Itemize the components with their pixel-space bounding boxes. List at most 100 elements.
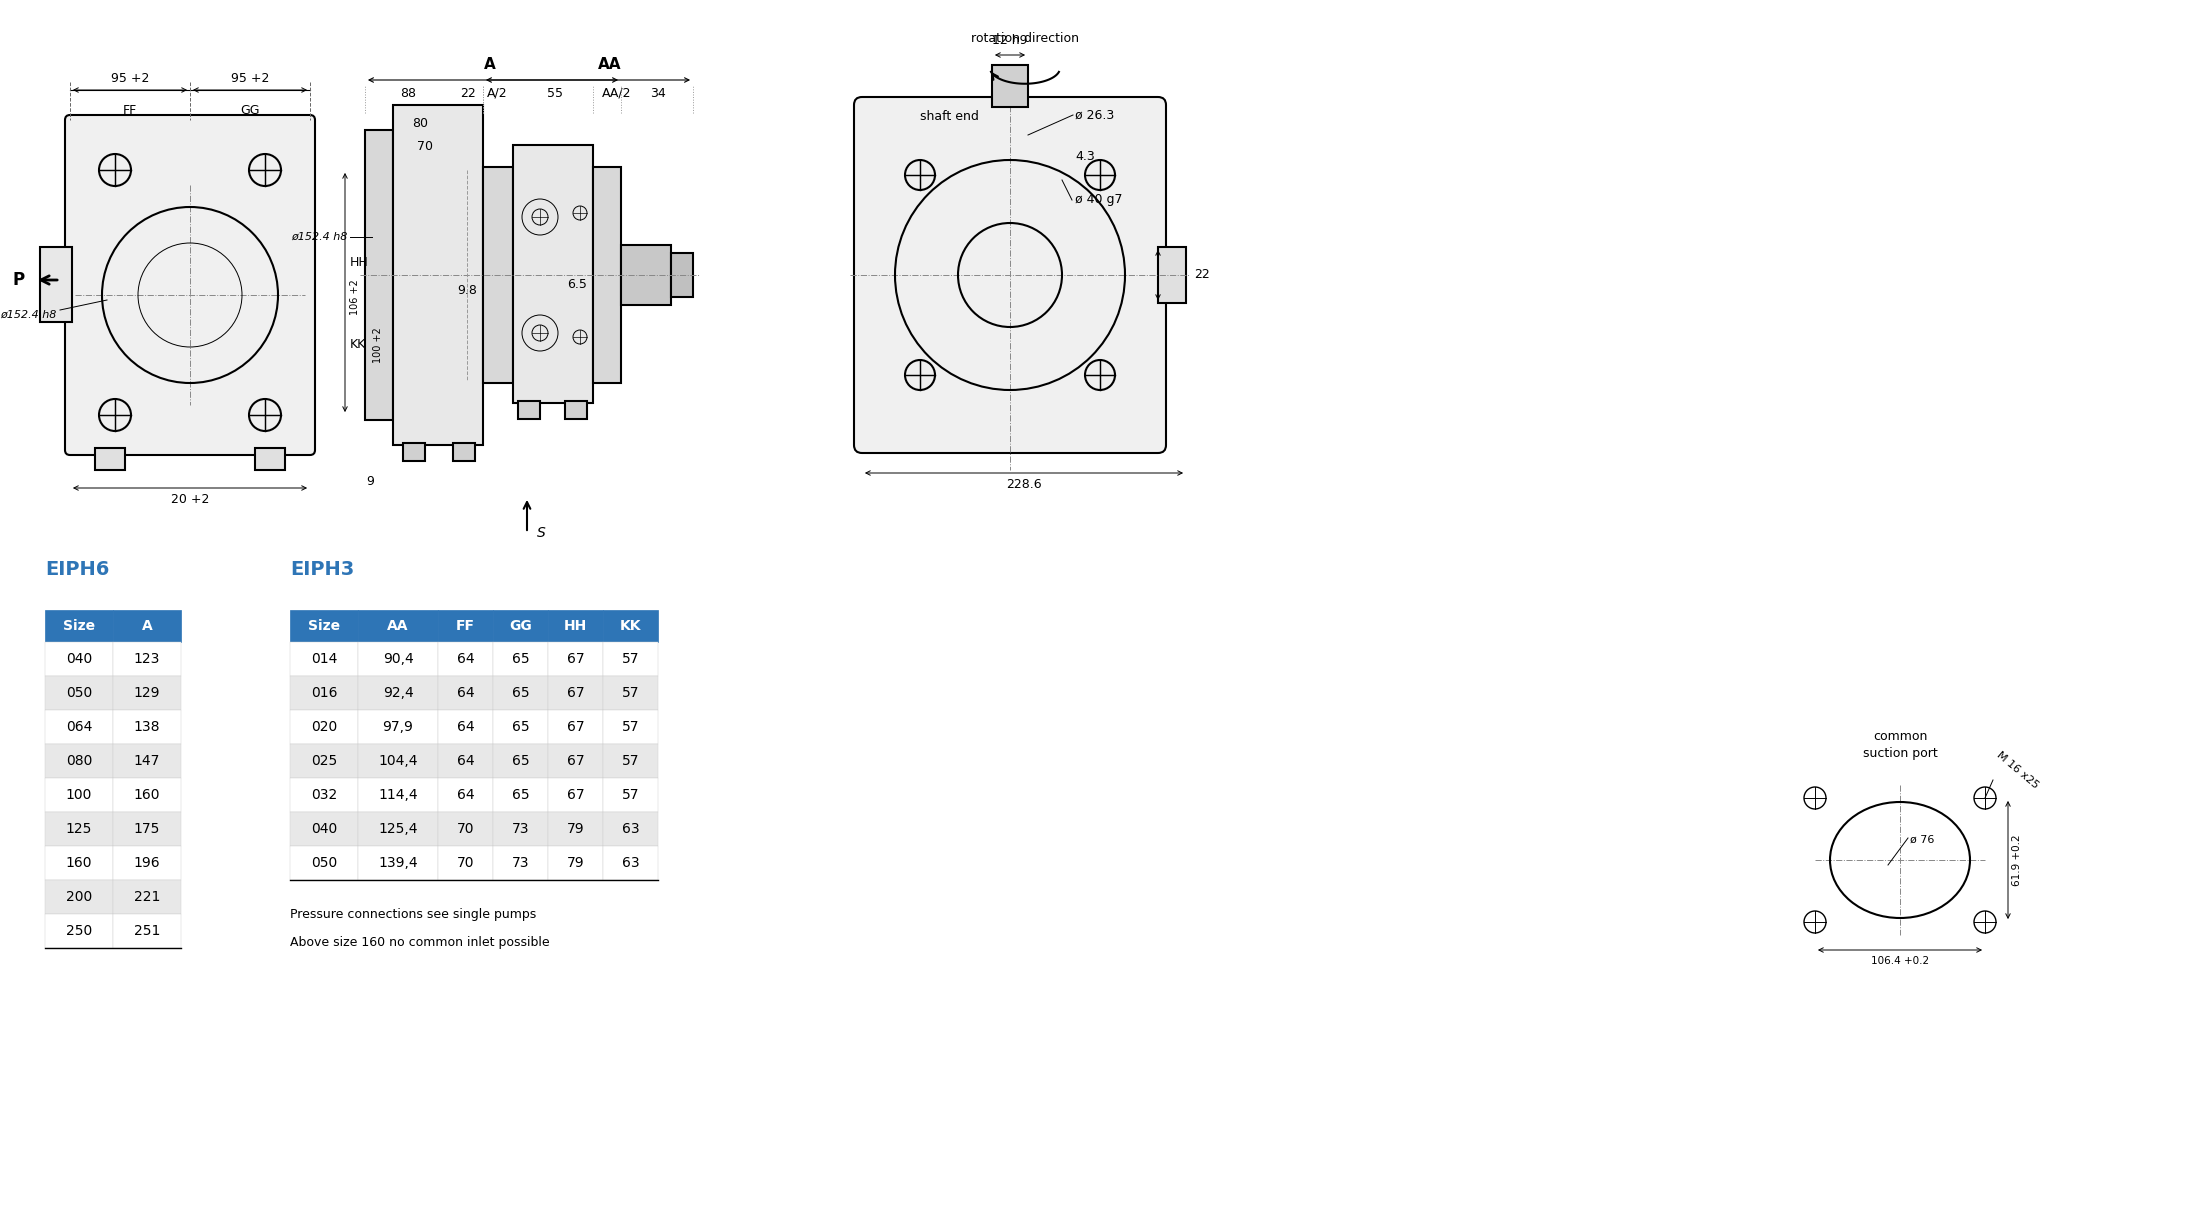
Text: 064: 064 bbox=[66, 720, 93, 734]
Bar bbox=[366, 130, 392, 420]
Bar bbox=[44, 846, 112, 880]
Text: 4.3: 4.3 bbox=[1076, 151, 1095, 164]
Bar bbox=[549, 846, 604, 880]
Bar bbox=[439, 676, 494, 710]
Bar bbox=[494, 812, 549, 846]
Bar bbox=[44, 643, 112, 676]
Bar bbox=[291, 846, 357, 880]
Text: FF: FF bbox=[456, 619, 476, 633]
Text: 020: 020 bbox=[311, 720, 337, 734]
Bar bbox=[112, 880, 181, 914]
Text: A/2: A/2 bbox=[487, 87, 507, 100]
Text: 100 +2: 100 +2 bbox=[372, 327, 383, 362]
Text: 221: 221 bbox=[134, 890, 161, 905]
Bar bbox=[604, 812, 659, 846]
Bar bbox=[357, 610, 439, 643]
Bar bbox=[439, 610, 494, 643]
Text: Above size 160 no common inlet possible: Above size 160 no common inlet possible bbox=[291, 936, 549, 949]
Bar bbox=[291, 812, 357, 846]
Bar bbox=[439, 744, 494, 778]
Text: 196: 196 bbox=[134, 856, 161, 870]
Text: A: A bbox=[141, 619, 152, 633]
Bar bbox=[494, 744, 549, 778]
Bar bbox=[291, 610, 357, 643]
Text: 64: 64 bbox=[456, 720, 474, 734]
Text: 70: 70 bbox=[456, 856, 474, 870]
Bar bbox=[604, 710, 659, 744]
Text: 65: 65 bbox=[511, 685, 529, 700]
Text: 123: 123 bbox=[134, 652, 161, 666]
Text: 67: 67 bbox=[566, 652, 584, 666]
Text: 160: 160 bbox=[134, 788, 161, 802]
Text: 63: 63 bbox=[622, 856, 639, 870]
Bar bbox=[1157, 247, 1186, 304]
Text: ø 40 g7: ø 40 g7 bbox=[1076, 193, 1122, 207]
Bar bbox=[549, 744, 604, 778]
Text: HH: HH bbox=[564, 619, 586, 633]
Bar bbox=[593, 166, 622, 383]
Bar bbox=[357, 744, 439, 778]
FancyBboxPatch shape bbox=[853, 97, 1166, 453]
Text: 57: 57 bbox=[622, 720, 639, 734]
Text: AA/2: AA/2 bbox=[602, 87, 633, 100]
Bar bbox=[357, 676, 439, 710]
Bar bbox=[256, 448, 284, 470]
Text: 80: 80 bbox=[412, 118, 428, 130]
Bar bbox=[357, 778, 439, 812]
Text: 200: 200 bbox=[66, 890, 93, 905]
Bar bbox=[44, 914, 112, 949]
Text: 6.5: 6.5 bbox=[566, 279, 586, 291]
Bar bbox=[44, 676, 112, 710]
Bar bbox=[291, 744, 357, 778]
Text: 64: 64 bbox=[456, 754, 474, 767]
Text: 79: 79 bbox=[566, 856, 584, 870]
Text: 104,4: 104,4 bbox=[379, 754, 419, 767]
Bar bbox=[549, 812, 604, 846]
Text: rotation direction: rotation direction bbox=[972, 32, 1080, 45]
Text: 90,4: 90,4 bbox=[383, 652, 414, 666]
Text: 70: 70 bbox=[456, 823, 474, 836]
Text: 138: 138 bbox=[134, 720, 161, 734]
Text: 250: 250 bbox=[66, 924, 93, 938]
FancyBboxPatch shape bbox=[64, 115, 315, 455]
Bar bbox=[494, 610, 549, 643]
Bar bbox=[112, 643, 181, 676]
Text: 114,4: 114,4 bbox=[379, 788, 419, 802]
Text: ø 76: ø 76 bbox=[1911, 835, 1935, 845]
Text: 040: 040 bbox=[66, 652, 93, 666]
Bar bbox=[112, 610, 181, 643]
Bar bbox=[439, 812, 494, 846]
Text: 175: 175 bbox=[134, 823, 161, 836]
Bar bbox=[357, 812, 439, 846]
Text: 050: 050 bbox=[66, 685, 93, 700]
Text: 97,9: 97,9 bbox=[383, 720, 414, 734]
Text: KK: KK bbox=[619, 619, 641, 633]
Bar bbox=[439, 643, 494, 676]
Bar bbox=[439, 710, 494, 744]
Text: 73: 73 bbox=[511, 856, 529, 870]
Bar bbox=[112, 846, 181, 880]
Text: S: S bbox=[538, 526, 547, 540]
Bar bbox=[357, 846, 439, 880]
Bar bbox=[549, 778, 604, 812]
Bar bbox=[44, 744, 112, 778]
Text: EIPH3: EIPH3 bbox=[291, 561, 355, 579]
Bar bbox=[494, 710, 549, 744]
Text: 9.8: 9.8 bbox=[456, 284, 476, 296]
Bar bbox=[44, 610, 112, 643]
Bar bbox=[494, 778, 549, 812]
Text: P: P bbox=[13, 271, 24, 289]
Text: 67: 67 bbox=[566, 685, 584, 700]
Bar bbox=[514, 144, 593, 403]
Text: ø152.4 h8: ø152.4 h8 bbox=[291, 233, 348, 242]
Text: 106.4 +0.2: 106.4 +0.2 bbox=[1871, 956, 1928, 966]
Text: 228.6: 228.6 bbox=[1007, 479, 1042, 491]
Text: 64: 64 bbox=[456, 685, 474, 700]
Bar bbox=[44, 710, 112, 744]
Text: 22: 22 bbox=[461, 87, 476, 100]
Text: 64: 64 bbox=[456, 652, 474, 666]
Bar bbox=[604, 744, 659, 778]
Text: 57: 57 bbox=[622, 685, 639, 700]
Text: shaft end: shaft end bbox=[919, 110, 979, 122]
Text: GG: GG bbox=[509, 619, 531, 633]
